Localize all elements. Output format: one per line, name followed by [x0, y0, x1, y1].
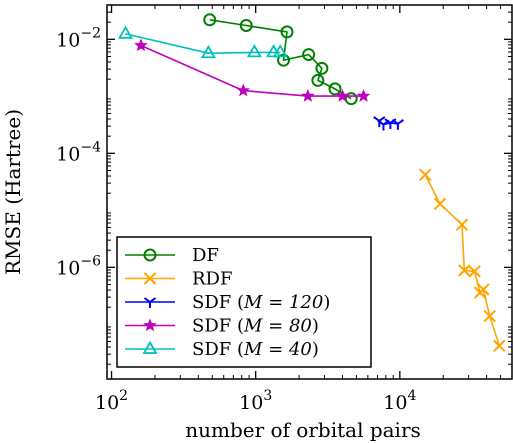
data-point [117, 25, 134, 39]
legend-label: SDF (M = 80) [192, 316, 319, 337]
legend-label: RDF [192, 269, 232, 290]
legend-entry: DF [125, 245, 219, 266]
data-point [200, 44, 216, 59]
data-point [315, 61, 329, 75]
x-tick-label: 103 [239, 388, 272, 414]
data-point [302, 48, 316, 62]
data-point [458, 264, 471, 277]
plot-frame [106, 4, 513, 380]
data-point [477, 283, 490, 296]
data-point [493, 339, 506, 353]
data-point [419, 168, 432, 182]
data-point [134, 38, 148, 52]
legend-marker [143, 272, 157, 285]
legend-entry: SDF (M = 40) [125, 339, 319, 360]
series-1 [419, 168, 506, 353]
data-point [433, 197, 447, 211]
data-point [239, 18, 253, 32]
x-tick-label: 104 [383, 388, 416, 414]
data-point [391, 118, 405, 130]
data-point [468, 265, 481, 278]
y-tick-label: 10−6 [56, 253, 101, 279]
series-2 [373, 116, 405, 131]
legend-entry: SDF (M = 120) [125, 292, 330, 313]
data-point [356, 88, 371, 102]
legend-marker [143, 248, 157, 262]
axis-ticks: 102 103 104 10−6 10−4 10−2 [56, 4, 513, 414]
data-point [301, 88, 315, 102]
x-axis-label: number of orbital pairs [185, 418, 421, 442]
data-point [272, 44, 288, 58]
legend-marker [143, 318, 157, 332]
data-point [328, 82, 342, 96]
series-4 [117, 25, 288, 59]
y-axis-label: RMSE (Hartree) [1, 109, 25, 275]
data-point [203, 13, 217, 27]
y-tick-label: 10−4 [56, 139, 101, 165]
data-point [335, 88, 350, 102]
data-point [483, 309, 496, 323]
legend-entry: RDF [125, 269, 232, 290]
legend-label: SDF (M = 120) [192, 292, 330, 313]
data-point [236, 83, 251, 97]
series-3 [134, 38, 371, 102]
legend-label: SDF (M = 40) [192, 339, 319, 360]
data-point [277, 53, 291, 67]
data-point [311, 73, 325, 87]
series-0 [203, 13, 358, 106]
data-point [246, 44, 262, 58]
legend-marker [143, 297, 157, 308]
x-tick-label: 102 [95, 388, 128, 414]
series-layer [117, 13, 506, 353]
data-point [455, 218, 469, 231]
y-tick-label: 10−2 [56, 25, 101, 51]
legend-entry: SDF (M = 80) [125, 316, 319, 337]
legend-label: DF [192, 245, 219, 266]
legend-marker [142, 340, 158, 354]
data-point [280, 25, 294, 39]
